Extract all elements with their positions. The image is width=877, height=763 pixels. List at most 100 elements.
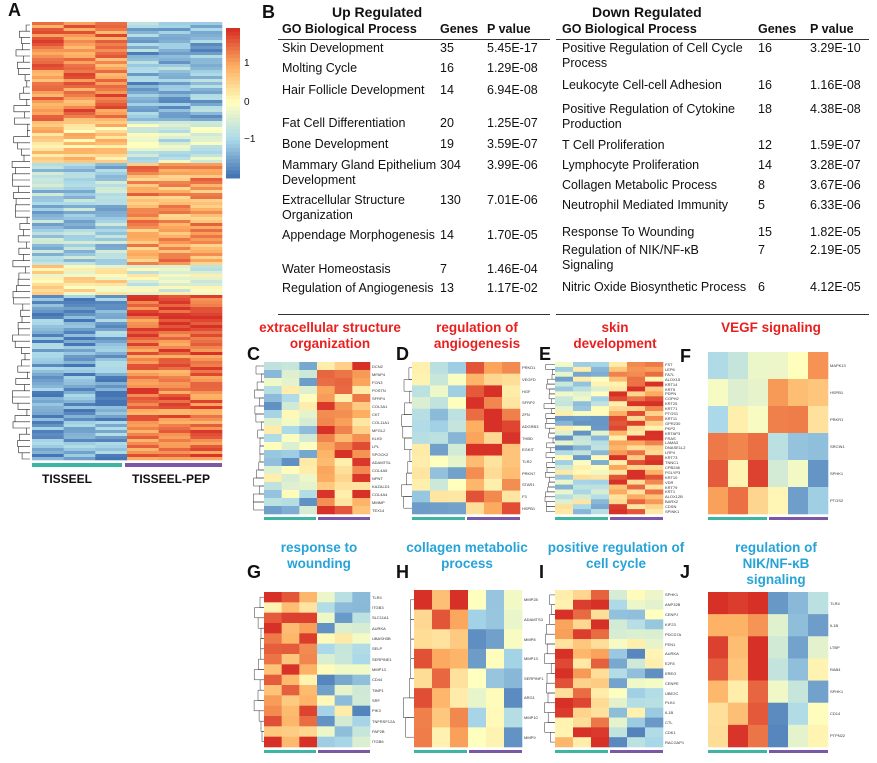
subpanel-heatmap-cell — [352, 506, 371, 515]
gene-label: IL1B — [830, 622, 839, 628]
heatmap-a-cell — [190, 310, 223, 314]
heatmap-a-cell — [127, 106, 159, 110]
heatmap-a-cell — [32, 157, 64, 161]
subpanel-heatmap-cell — [299, 426, 318, 435]
subpanel-heatmap-cell — [264, 386, 282, 395]
heatmap-a-cell — [190, 283, 223, 287]
subpanel-heatmap-cell — [609, 737, 628, 748]
colorbar-segment — [226, 35, 240, 40]
table-cell-pvalue: 3.99E-06 — [487, 158, 538, 172]
subpanel-heatmap-cell — [317, 362, 335, 371]
subpanel-heatmap-cell — [609, 411, 628, 417]
heatmap-a-cell — [63, 85, 96, 89]
heatmap-a-cell — [95, 124, 128, 128]
gene-label: KRT79 — [665, 484, 678, 490]
heatmap-a-cell — [63, 244, 96, 248]
gene-label: ALOX15 — [665, 376, 681, 382]
heatmap-a-cell — [95, 325, 128, 329]
subpanel-heatmap-cell — [627, 391, 646, 397]
heatmap-a-cell — [63, 58, 96, 62]
heatmap-a-cell — [32, 46, 64, 50]
heatmap-a-cell — [95, 457, 128, 461]
subpanel-heatmap-cell — [264, 370, 282, 379]
heatmap-a-cell — [190, 253, 223, 257]
heatmap-a-cell — [95, 400, 128, 404]
heatmap-a-cell — [32, 361, 64, 365]
subpanel-heatmap-cell — [466, 490, 485, 503]
heatmap-a-cell — [190, 49, 223, 53]
subpanel-heatmap-cell — [573, 494, 592, 500]
subpanel-heatmap-cell — [768, 460, 789, 488]
subpanel-heatmap-cell — [334, 685, 353, 696]
gene-label: PTGS1 — [665, 411, 679, 416]
subpanel-heatmap-cell — [808, 702, 829, 726]
heatmap-a-cell — [127, 187, 159, 191]
subpanel-heatmap-cell — [573, 678, 592, 689]
subpanel-heatmap-cell — [334, 482, 353, 491]
subpanel-heatmap-cell — [486, 668, 505, 689]
heatmap-a-cell — [127, 112, 159, 116]
subpanel-heatmap-cell — [808, 658, 829, 681]
subpanel-heatmap-cell — [555, 484, 574, 490]
subpanel-heatmap-cell — [430, 502, 449, 515]
panel-letter-c: C — [247, 344, 260, 364]
gene-label: KRT5 — [665, 386, 676, 392]
heatmap-a-cell — [32, 202, 64, 206]
heatmap-a-cell — [127, 397, 159, 401]
subpanel-heatmap-cell — [334, 474, 353, 483]
panel-letter-i: I — [539, 562, 545, 582]
heatmap-a-cell — [190, 172, 223, 176]
subpanel-heatmap-cell — [264, 726, 282, 737]
subpanel-heatmap-cell — [627, 688, 646, 699]
subpanel-heatmap-cell — [299, 716, 318, 727]
heatmap-a-cell — [127, 253, 159, 257]
heatmap-a-cell — [32, 172, 64, 176]
heatmap-a-cell — [95, 394, 128, 398]
heatmap-a-cell — [63, 340, 96, 344]
subpanel-heatmap-cell — [281, 490, 300, 499]
subpanel-heatmap-cell — [609, 464, 628, 471]
heatmap-a-cell — [127, 22, 159, 26]
heatmap-a-cell — [158, 238, 191, 242]
subpanel-heatmap-cell — [299, 482, 318, 491]
heatmap-a-cell — [63, 151, 96, 155]
heatmap-a-cell — [63, 436, 96, 440]
subpanel-heatmap-cell — [591, 648, 610, 659]
heatmap-a-cell — [158, 61, 191, 65]
heatmap-a-cell — [127, 340, 159, 344]
subpanel-heatmap-cell — [299, 402, 318, 411]
subpanel-heatmap-cell — [627, 469, 646, 476]
subpanel-heatmap-cell — [334, 506, 353, 515]
colorbar-segment — [226, 125, 240, 130]
subpanel-heatmap-cell — [502, 420, 521, 433]
heatmap-a-cell — [190, 445, 223, 449]
heatmap-a-cell — [127, 175, 159, 179]
subpanel-heatmap-cell — [609, 590, 628, 601]
heatmap-a-cell — [95, 328, 128, 332]
heatmap-a-cell — [127, 88, 159, 92]
subpanel-heatmap-cell — [591, 376, 610, 382]
heatmap-a-cell — [127, 184, 159, 188]
heatmap-a-cell — [190, 433, 223, 437]
heatmap-a-cell — [63, 211, 96, 215]
subpanel-heatmap-cell — [748, 702, 769, 726]
heatmap-a-cell — [32, 268, 64, 272]
subpanel-heatmap-cell — [555, 411, 574, 417]
down-header-process: GO Biological Process — [562, 22, 697, 36]
subpanel-heatmap-cell — [645, 727, 664, 738]
heatmap-a-cell — [190, 403, 223, 407]
gene-label: EGKIT — [522, 447, 535, 453]
heatmap-a-cell — [32, 34, 64, 38]
subpanel-heatmap-cell — [609, 406, 628, 412]
heatmap-a-cell — [127, 226, 159, 230]
subpanel-heatmap-cell — [609, 386, 628, 392]
heatmap-a-cell — [95, 217, 128, 221]
heatmap-a-cell — [95, 316, 128, 320]
subpanel-heatmap-cell — [573, 599, 592, 610]
subpanel-heatmap-cell — [264, 685, 282, 696]
subpanel-heatmap-cell — [466, 362, 485, 374]
heatmap-a-cell — [158, 184, 191, 188]
heatmap-a-cell — [190, 337, 223, 341]
heatmap-a-cell — [158, 250, 191, 254]
gene-label: ANP32B — [665, 602, 681, 608]
